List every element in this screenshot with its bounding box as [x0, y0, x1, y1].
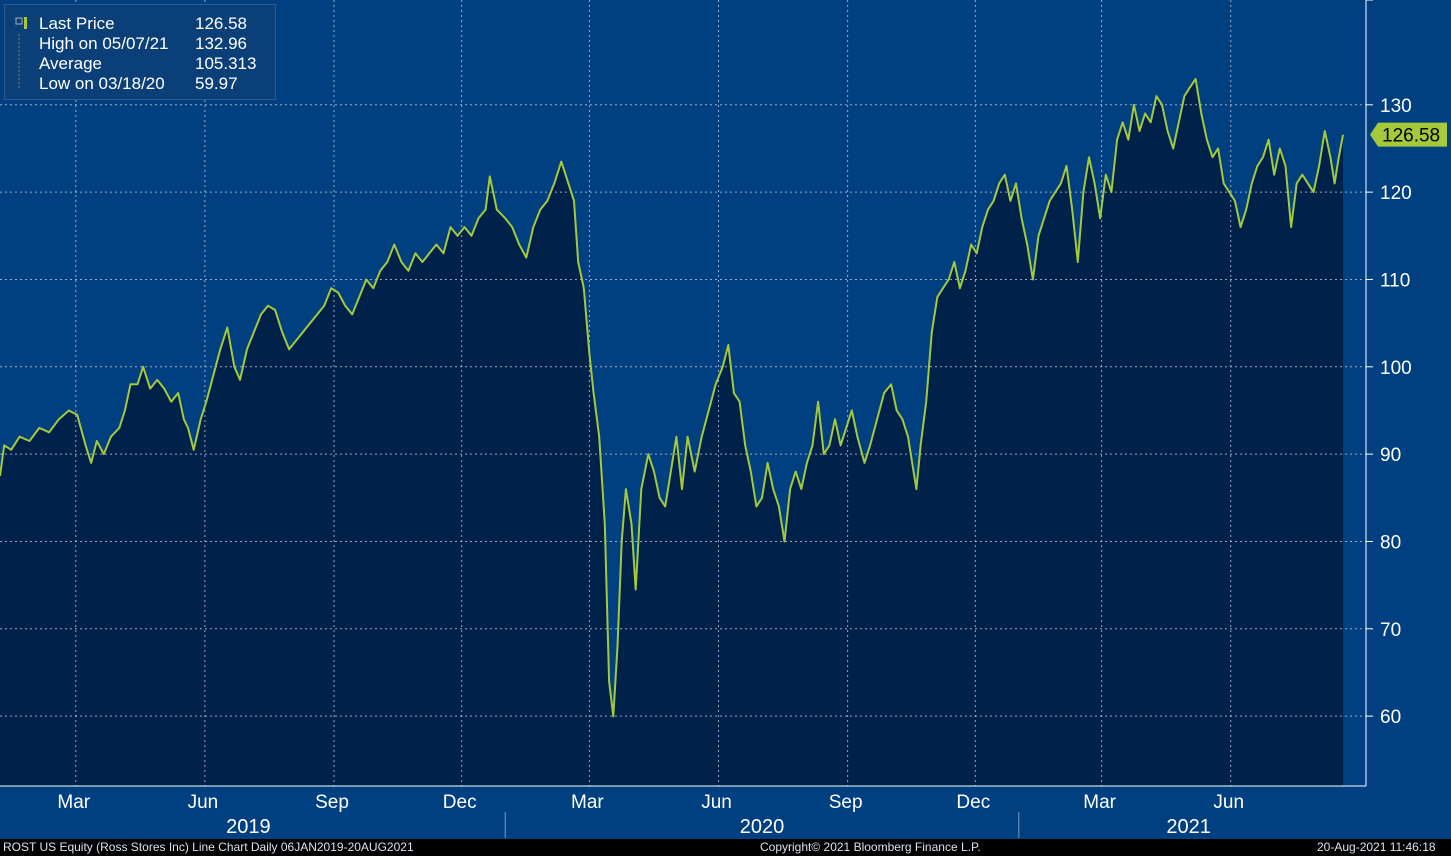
x-tick-label: Jun — [701, 792, 732, 813]
legend-low-label: Low on 03/18/20 — [39, 74, 165, 93]
axis-panel-right — [1366, 0, 1451, 786]
last-price-tag — [1370, 122, 1447, 147]
footer-timestamp: 20-Aug-2021 11:46:18 — [1317, 840, 1436, 854]
year-label: 2019 — [226, 816, 271, 838]
y-tick-label: 90 — [1380, 445, 1401, 466]
legend-last-price-label: Last Price — [39, 14, 115, 33]
x-tick-label: Jun — [188, 792, 219, 813]
legend-last-price-icon — [15, 17, 27, 29]
x-tick-label: Mar — [1083, 792, 1116, 813]
price-line — [0, 77, 1344, 718]
footer-security-description: ROST US Equity (Ross Stores Inc) Line Ch… — [3, 840, 414, 854]
y-tick-label: 120 — [1380, 183, 1412, 204]
legend-high-value: 132.96 — [195, 34, 247, 53]
legend-average-icon — [18, 54, 20, 74]
x-tick-label: Mar — [571, 792, 604, 813]
area-layer — [0, 78, 1343, 786]
y-tick-label: 80 — [1380, 532, 1401, 553]
y-tick-label: 70 — [1380, 620, 1401, 641]
x-tick-label: Mar — [57, 792, 90, 813]
legend-high-icon — [18, 34, 20, 54]
legend-average-label: Average — [39, 54, 103, 73]
legend-low-value: 59.97 — [195, 74, 238, 93]
y-tick-label: 100 — [1380, 358, 1412, 379]
legend-box: Last Price 126.58 High on 05/07/21 132.9… — [4, 4, 276, 100]
y-tick-label: 60 — [1380, 707, 1401, 728]
year-label: 2020 — [740, 816, 785, 838]
y-tick-label: 110 — [1380, 270, 1410, 291]
axis-layer: 60 70 80 90 100 110 120 130 Mar Jun Sep Dec Mar Jun Se… — [0, 0, 1447, 838]
axis-panel-bottom — [0, 786, 1451, 839]
y-tick-label: 130 — [1380, 96, 1412, 117]
x-tick-label: Dec — [443, 792, 477, 813]
legend-average-value: 105.313 — [195, 54, 257, 73]
x-tick-label: Jun — [1213, 792, 1244, 813]
grid-layer — [0, 0, 1366, 786]
x-tick-label: Sep — [829, 792, 863, 813]
x-tick-label: Sep — [315, 792, 349, 813]
legend-high-label: High on 05/07/21 — [39, 34, 169, 53]
legend-last-price-value: 126.58 — [195, 14, 247, 33]
line-layer — [0, 77, 1344, 718]
year-label: 2021 — [1166, 816, 1211, 838]
footer-copyright: Copyright© 2021 Bloomberg Finance L.P. — [760, 840, 981, 854]
last-price-tag-label: 126.58 — [1382, 126, 1440, 147]
legend-low-icon — [18, 74, 20, 88]
price-area-fill — [0, 78, 1343, 786]
x-tick-label: Dec — [956, 792, 990, 813]
